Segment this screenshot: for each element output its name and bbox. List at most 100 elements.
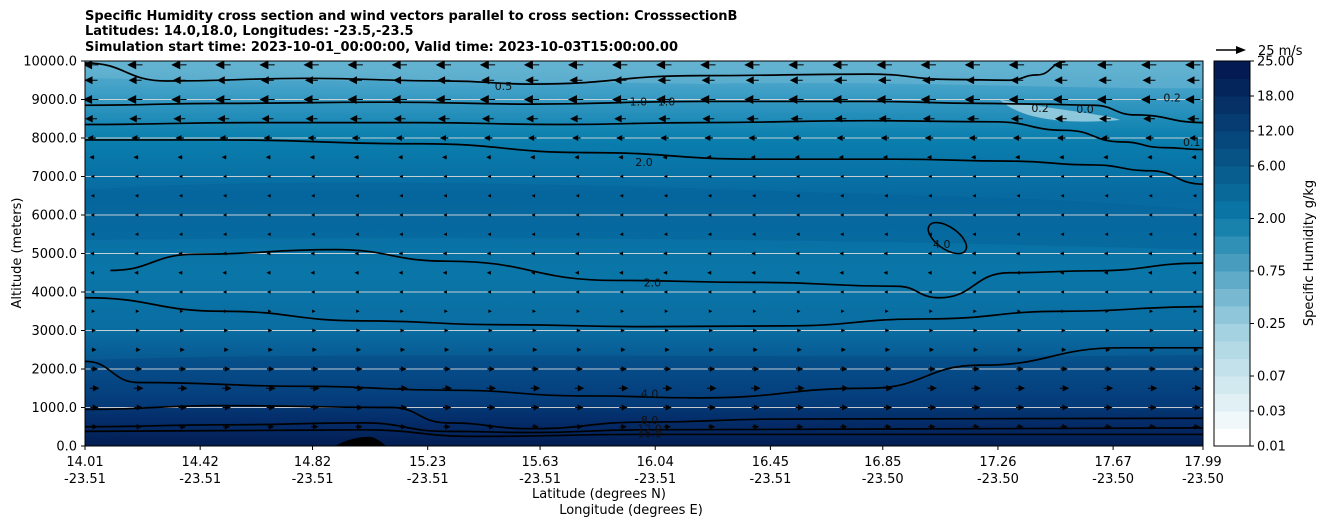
- wind-arrow: [307, 135, 317, 141]
- x-tick-label-longitude: -23.50: [862, 472, 904, 487]
- wind-arrow: [614, 115, 627, 123]
- wind-arrow-head: [1103, 155, 1108, 160]
- wind-arrow: [223, 347, 229, 352]
- wind-arrow: [1104, 290, 1109, 294]
- wind-arrow: [664, 309, 669, 313]
- wind-arrow: [658, 115, 671, 123]
- wind-arrow: [840, 194, 844, 198]
- wind-arrow: [486, 251, 491, 256]
- wind-arrow-head: [530, 270, 535, 275]
- wind-arrow: [876, 61, 892, 70]
- wind-arrow: [442, 404, 452, 411]
- wind-arrow-head: [531, 194, 536, 198]
- wind-arrow-head: [437, 115, 446, 123]
- x-axis-label-latitude: Latitude (degrees N): [532, 487, 666, 502]
- wind-arrow-head: [531, 213, 536, 217]
- wind-arrow: [576, 328, 581, 333]
- wind-arrow-head: [752, 174, 756, 179]
- wind-arrow: [1193, 309, 1198, 313]
- wind-arrow-head: [612, 95, 622, 104]
- wind-arrow: [1143, 115, 1155, 123]
- x-tick-label-longitude: -23.50: [977, 472, 1019, 487]
- wind-arrow: [444, 309, 448, 313]
- wind-arrow-head: [752, 290, 756, 294]
- wind-arrow-head: [401, 366, 407, 372]
- wind-arrow: [1148, 213, 1153, 217]
- wind-arrow-head: [796, 309, 801, 313]
- wind-arrow-head: [487, 290, 492, 294]
- wind-arrow: [134, 404, 143, 411]
- wind-arrow-head: [268, 347, 273, 352]
- wind-arrow-head: [268, 328, 273, 333]
- wind-arrow-head: [885, 347, 891, 352]
- wind-arrow-head: [312, 328, 317, 333]
- wind-arrow-head: [966, 76, 975, 85]
- wind-arrow-head: [1105, 309, 1110, 313]
- wind-arrow: [1060, 290, 1065, 294]
- wind-arrow-head: [225, 385, 232, 392]
- wind-arrow-head: [215, 95, 225, 104]
- wind-arrow: [619, 174, 624, 179]
- wind-arrow: [1104, 213, 1109, 217]
- wind-arrow-head: [311, 174, 315, 179]
- wind-arrow-head: [576, 328, 581, 333]
- wind-arrow: [171, 95, 187, 104]
- wind-arrow-head: [1015, 251, 1020, 256]
- wind-arrow: [1148, 251, 1153, 256]
- wind-arrow-head: [1150, 404, 1157, 411]
- wind-arrow-head: [619, 290, 624, 294]
- wind-arrow-head: [85, 95, 93, 104]
- contour-label: 12.0: [637, 422, 662, 435]
- wind-arrow: [920, 95, 936, 104]
- wind-arrow-head: [489, 404, 496, 411]
- wind-arrow: [347, 61, 363, 70]
- wind-arrow: [1148, 194, 1153, 198]
- y-tick-label: 1000.0: [32, 401, 78, 416]
- wind-arrow-head: [1194, 347, 1199, 352]
- wind-arrow-head: [964, 95, 974, 104]
- colorbar-segment: [1214, 78, 1250, 97]
- wind-arrow: [134, 232, 139, 236]
- wind-arrow-head: [354, 270, 359, 275]
- wind-arrow: [219, 135, 228, 141]
- wind-arrow: [1008, 95, 1025, 104]
- wind-arrow-head: [840, 174, 844, 179]
- wind-arrow-head: [1194, 404, 1201, 411]
- wind-arrow-head: [488, 309, 492, 313]
- wind-arrow-head: [127, 95, 137, 104]
- wind-arrow: [487, 174, 492, 179]
- wind-arrow: [662, 385, 673, 392]
- wind-arrow: [1187, 115, 1200, 123]
- wind-arrow-head: [575, 290, 580, 294]
- wind-arrow: [355, 290, 359, 294]
- wind-arrow-head: [926, 155, 932, 160]
- wind-arrow-head: [487, 174, 492, 179]
- chart-title-line-1: Specific Humidity cross section and wind…: [85, 9, 738, 24]
- wind-arrow: [443, 232, 447, 236]
- wind-arrow: [354, 385, 364, 392]
- wind-arrow-head: [136, 424, 143, 430]
- wind-arrow-head: [223, 174, 227, 179]
- wind-arrow-head: [223, 232, 227, 236]
- wind-arrow-head: [841, 328, 846, 333]
- wind-arrow: [356, 347, 362, 352]
- wind-arrow: [663, 251, 668, 256]
- wind-arrow: [180, 328, 185, 333]
- wind-arrow: [267, 424, 275, 430]
- wind-arrow-head: [134, 174, 139, 179]
- wind-arrow: [840, 424, 848, 430]
- wind-arrow: [1016, 366, 1024, 372]
- wind-arrow: [265, 155, 271, 160]
- wind-arrow-head: [796, 174, 800, 179]
- wind-arrow: [488, 309, 492, 313]
- wind-arrow-head: [89, 155, 94, 160]
- wind-arrow-head: [224, 347, 229, 352]
- wind-arrow-head: [267, 232, 271, 236]
- wind-arrow-head: [1060, 290, 1065, 294]
- wind-arrow: [435, 95, 452, 104]
- wind-arrow-head: [1054, 115, 1063, 123]
- wind-arrow: [885, 347, 891, 352]
- wind-arrow-head: [574, 155, 579, 160]
- wind-arrow: [702, 115, 715, 123]
- wind-arrow: [928, 232, 932, 236]
